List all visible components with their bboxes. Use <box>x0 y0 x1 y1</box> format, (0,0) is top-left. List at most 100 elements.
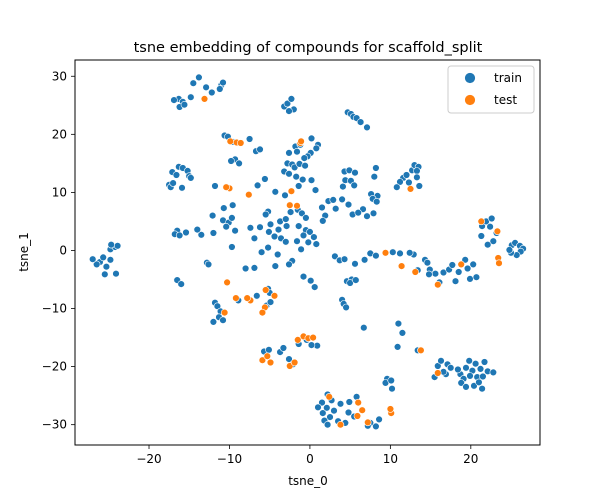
point-train-190 <box>177 280 185 288</box>
point-train-64 <box>307 176 316 184</box>
point-test-6 <box>245 191 253 199</box>
point-test-34 <box>434 281 442 289</box>
x-tick-label: 10 <box>383 452 398 466</box>
chart-title: tsne embedding of compounds for scaffold… <box>134 40 483 56</box>
point-train-79 <box>370 173 378 181</box>
point-test-17 <box>262 286 270 294</box>
point-test-1 <box>226 137 235 146</box>
point-train-158 <box>331 252 339 260</box>
point-test-11 <box>293 202 301 210</box>
legend-marker-train <box>464 72 476 84</box>
point-train-63 <box>299 175 307 184</box>
x-tick-label: −20 <box>136 452 161 466</box>
point-train-208 <box>265 346 273 354</box>
point-test-10 <box>286 201 294 209</box>
point-test-39 <box>493 227 502 236</box>
point-train-282 <box>466 372 474 380</box>
point-train-201 <box>253 292 261 300</box>
point-train-263 <box>447 364 455 372</box>
point-train-150 <box>264 243 272 252</box>
point-train-85 <box>402 171 411 179</box>
legend: train test <box>447 65 535 114</box>
point-test-13 <box>223 278 231 287</box>
point-train-237 <box>486 223 494 231</box>
point-train-3 <box>208 88 216 97</box>
point-test-45 <box>358 406 366 414</box>
point-train-53 <box>178 184 186 192</box>
x-axis: −20 −10 0 10 20 <box>136 445 478 466</box>
point-train-279 <box>462 383 470 391</box>
point-test-5 <box>222 183 230 191</box>
point-train-292 <box>326 413 334 421</box>
point-train-1 <box>195 73 203 82</box>
point-train-14 <box>283 99 292 108</box>
point-train-240 <box>489 237 497 245</box>
point-train-59 <box>301 162 309 170</box>
point-test-21 <box>232 294 240 302</box>
plot-frame <box>74 59 541 446</box>
point-train-261 <box>437 357 445 365</box>
point-train-39 <box>312 144 320 153</box>
point-test-0 <box>200 95 209 103</box>
point-test-47 <box>364 418 372 427</box>
point-train-191 <box>241 264 250 273</box>
point-train-194 <box>285 260 293 269</box>
point-test-8 <box>297 137 305 146</box>
y-tick-label: 10 <box>52 185 67 199</box>
point-train-172 <box>360 324 368 332</box>
point-train-118 <box>209 229 218 237</box>
point-train-179 <box>92 260 101 269</box>
point-train-30 <box>235 159 243 168</box>
point-train-294 <box>323 421 332 429</box>
point-test-46 <box>353 412 362 420</box>
point-test-22 <box>258 356 267 364</box>
point-train-220 <box>431 270 440 278</box>
point-train-290 <box>319 409 327 417</box>
point-train-177 <box>102 263 111 271</box>
point-train-157 <box>307 277 315 285</box>
point-test-31 <box>381 249 390 257</box>
point-test-43 <box>325 393 333 401</box>
point-train-145 <box>297 245 305 254</box>
point-train-26 <box>245 135 254 143</box>
point-train-109 <box>265 228 273 236</box>
point-train-148 <box>282 238 290 246</box>
point-train-281 <box>475 378 483 386</box>
point-train-61 <box>285 170 293 178</box>
point-train-15 <box>287 95 296 103</box>
point-test-37 <box>495 259 503 267</box>
points-layer <box>88 73 527 431</box>
point-train-154 <box>274 250 282 259</box>
point-train-143 <box>304 238 312 247</box>
point-train-206 <box>209 318 218 326</box>
point-train-141 <box>306 228 314 236</box>
point-train-52 <box>169 179 177 187</box>
y-tick-label: −10 <box>42 302 67 316</box>
point-train-161 <box>351 260 359 268</box>
point-train-232 <box>461 256 469 264</box>
point-train-214 <box>307 341 316 349</box>
point-train-127 <box>329 196 337 204</box>
point-train-223 <box>455 268 463 276</box>
point-train-110 <box>256 223 264 231</box>
point-train-254 <box>398 329 407 337</box>
point-train-94 <box>393 183 401 191</box>
point-train-115 <box>228 214 236 222</box>
point-train-271 <box>476 365 485 373</box>
point-train-0 <box>189 79 198 87</box>
point-train-100 <box>266 220 275 229</box>
point-train-241 <box>484 241 492 249</box>
point-train-123 <box>175 231 184 240</box>
x-tick-label: 20 <box>463 452 478 466</box>
point-train-107 <box>282 222 291 230</box>
point-train-151 <box>257 248 266 256</box>
point-train-70 <box>281 191 289 200</box>
point-train-116 <box>222 223 230 231</box>
point-train-49 <box>187 174 195 182</box>
point-train-171 <box>342 303 350 312</box>
point-train-92 <box>413 173 421 182</box>
point-train-62 <box>292 173 300 181</box>
point-test-41 <box>434 369 442 377</box>
point-train-258 <box>387 376 395 385</box>
point-train-93 <box>415 182 423 190</box>
